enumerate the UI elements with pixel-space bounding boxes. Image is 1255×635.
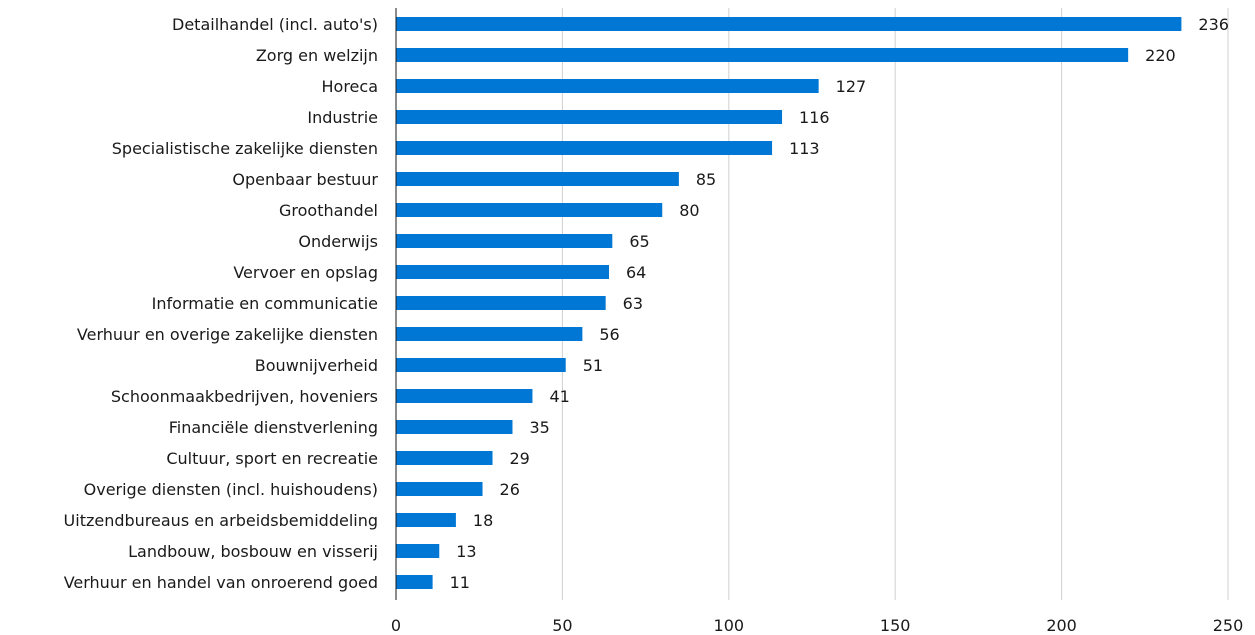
value-label: 35 xyxy=(529,418,549,437)
category-label: Openbaar bestuur xyxy=(232,170,378,189)
x-tick-label: 150 xyxy=(880,616,911,635)
bar xyxy=(396,420,513,434)
x-tick-label: 200 xyxy=(1046,616,1077,635)
value-label: 63 xyxy=(623,294,643,313)
value-label: 13 xyxy=(456,542,476,561)
value-label: 80 xyxy=(679,201,699,220)
x-tick-label: 0 xyxy=(391,616,401,635)
bar xyxy=(396,544,440,558)
bar xyxy=(396,17,1182,31)
x-tick-label: 100 xyxy=(714,616,745,635)
value-label: 64 xyxy=(626,263,646,282)
value-label: 29 xyxy=(510,449,530,468)
bar xyxy=(396,203,663,217)
value-label: 116 xyxy=(799,108,830,127)
category-label: Bouwnijverheid xyxy=(255,356,378,375)
category-label: Specialistische zakelijke diensten xyxy=(112,139,378,158)
value-label: 65 xyxy=(629,232,649,251)
bar xyxy=(396,265,609,279)
bar xyxy=(396,327,583,341)
bar xyxy=(396,513,456,527)
category-label: Landbouw, bosbouw en visserij xyxy=(128,542,378,561)
category-label: Informatie en communicatie xyxy=(152,294,378,313)
category-label: Groothandel xyxy=(279,201,378,220)
value-label: 26 xyxy=(500,480,520,499)
grid-layer xyxy=(561,8,1229,600)
category-label: Uitzendbureaus en arbeidsbemiddeling xyxy=(64,511,378,530)
category-label: Horeca xyxy=(322,77,379,96)
value-label: 56 xyxy=(599,325,619,344)
value-label: 220 xyxy=(1145,46,1176,65)
value-label: 127 xyxy=(836,77,867,96)
category-label: Onderwijs xyxy=(298,232,378,251)
category-label: Cultuur, sport en recreatie xyxy=(166,449,378,468)
x-tick-label: 250 xyxy=(1213,616,1244,635)
bars-layer xyxy=(396,17,1182,589)
bar xyxy=(396,389,533,403)
category-label: Industrie xyxy=(307,108,378,127)
value-label: 236 xyxy=(1198,15,1229,34)
bar xyxy=(396,451,493,465)
bar xyxy=(396,358,566,372)
bar xyxy=(396,110,783,124)
category-label: Verhuur en handel van onroerend goed xyxy=(64,573,378,592)
bar xyxy=(396,141,773,155)
bar xyxy=(396,482,483,496)
bar xyxy=(396,575,433,589)
bar xyxy=(396,172,679,186)
category-label: Detailhandel (incl. auto's) xyxy=(172,15,378,34)
value-label: 85 xyxy=(696,170,716,189)
value-label: 18 xyxy=(473,511,493,530)
bar xyxy=(396,296,606,310)
category-label: Vervoer en opslag xyxy=(233,263,378,282)
x-tick-label: 50 xyxy=(552,616,572,635)
bar xyxy=(396,234,613,248)
value-label: 51 xyxy=(583,356,603,375)
category-label: Overige diensten (incl. huishoudens) xyxy=(84,480,378,499)
category-label: Schoonmaakbedrijven, hoveniers xyxy=(111,387,378,406)
value-label: 41 xyxy=(549,387,569,406)
value-label: 113 xyxy=(789,139,820,158)
bar xyxy=(396,79,819,93)
category-label: Zorg en welzijn xyxy=(256,46,378,65)
bar xyxy=(396,48,1129,62)
category-label: Verhuur en overige zakelijke diensten xyxy=(77,325,378,344)
labels-layer: 0 50 100 150 200 250 Detailhandel (incl. auto'… xyxy=(64,15,1244,635)
value-label: 11 xyxy=(450,573,470,592)
category-label: Financiële dienstverlening xyxy=(169,418,378,437)
